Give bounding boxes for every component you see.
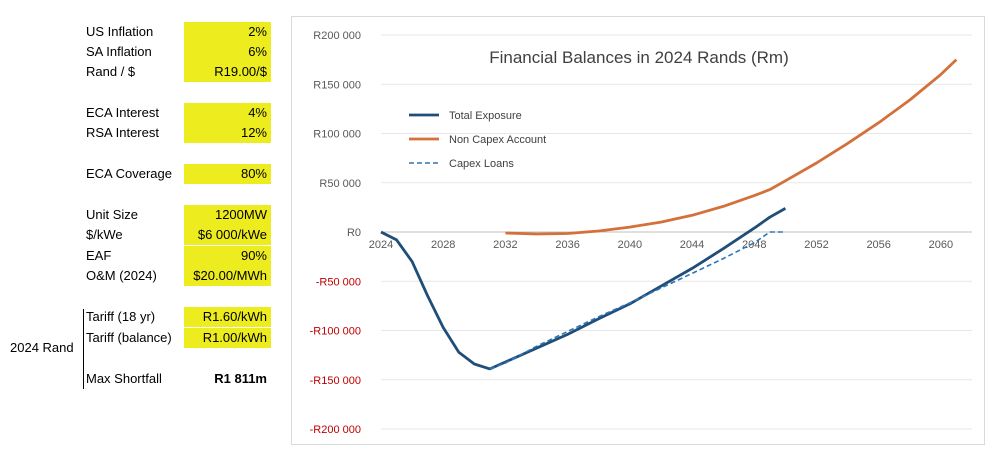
- param-label: SA Inflation: [86, 44, 152, 59]
- param-label: $/kWe: [86, 227, 123, 242]
- param-row-unit-size: Unit Size 1200MW: [86, 205, 276, 225]
- param-value[interactable]: R19.00/$: [184, 62, 271, 82]
- y-tick-label: R0: [347, 227, 361, 239]
- param-row-tariff-18yr: Tariff (18 yr) R1.60/kWh: [86, 307, 276, 327]
- y-axis-ticks: R200 000 R150 000 R100 000 R50 000 R0 -R50 00…: [310, 30, 361, 436]
- x-tick-label: 2028: [431, 239, 455, 251]
- param-row-eaf: EAF 90%: [86, 246, 276, 266]
- param-row-rand-dollar: Rand / $ R19.00/$: [86, 62, 276, 82]
- param-label: Tariff (18 yr): [86, 309, 156, 324]
- x-tick-label: 2040: [618, 239, 642, 251]
- param-label: ECA Coverage: [86, 166, 172, 181]
- param-value[interactable]: R1.00/kWh: [184, 328, 271, 348]
- y-tick-label: R200 000: [313, 30, 361, 42]
- param-value[interactable]: $20.00/MWh: [184, 266, 271, 286]
- x-axis-ticks: 2024 2028 2032 2036 2040 2044 2048 2052 2056 2060: [369, 239, 953, 251]
- group-label-2024-rand: 2024 Rand: [10, 340, 74, 355]
- max-shortfall-value: R1 811m: [214, 371, 267, 386]
- parameters-panel: US Inflation 2% SA Inflation 6% Rand / $…: [0, 0, 290, 471]
- group-bracket: [83, 309, 84, 389]
- param-row-om-2024: O&M (2024) $20.00/MWh: [86, 266, 276, 286]
- x-tick-label: 2024: [369, 239, 393, 251]
- param-label: Tariff (balance): [86, 330, 172, 345]
- x-tick-label: 2044: [680, 239, 704, 251]
- chart-frame: R200 000 R150 000 R100 000 R50 000 R0 -R50 00…: [291, 16, 985, 445]
- param-label: US Inflation: [86, 24, 154, 39]
- param-label: Rand / $: [86, 64, 136, 79]
- series-line-capex-loans: [489, 231, 786, 370]
- param-label: ECA Interest: [86, 105, 159, 120]
- param-value[interactable]: 12%: [184, 123, 271, 143]
- param-label: EAF: [86, 248, 112, 263]
- gridlines: [381, 34, 972, 430]
- legend: Total Exposure Non Capex Account Capex Loa…: [409, 110, 546, 170]
- x-tick-label: 2056: [866, 239, 890, 251]
- chart-title: Financial Balances in 2024 Rands (Rm): [489, 48, 789, 67]
- y-tick-label: R150 000: [313, 79, 361, 91]
- param-row-rsa-interest: RSA Interest 12%: [86, 123, 276, 143]
- param-row-eca-coverage: ECA Coverage 80%: [86, 164, 276, 184]
- param-row-sa-inflation: SA Inflation 6%: [86, 42, 276, 62]
- x-tick-label: 2032: [493, 239, 517, 251]
- series-lines: [380, 58, 958, 371]
- param-value[interactable]: $6 000/kWe: [184, 225, 271, 245]
- param-label: Unit Size: [86, 207, 139, 222]
- param-value[interactable]: R1.60/kWh: [184, 307, 271, 327]
- legend-label: Non Capex Account: [449, 134, 546, 146]
- param-value[interactable]: 2%: [184, 22, 271, 42]
- legend-label: Capex Loans: [449, 158, 514, 170]
- param-value[interactable]: 1200MW: [184, 205, 271, 225]
- y-tick-label: -R150 000: [310, 375, 361, 387]
- param-label: Max Shortfall: [86, 371, 162, 386]
- legend-label: Total Exposure: [449, 110, 522, 122]
- x-tick-label: 2052: [804, 239, 828, 251]
- param-row-tariff-balance: Tariff (balance) R1.00/kWh: [86, 328, 276, 348]
- series-line-total-exposure: [380, 207, 787, 371]
- param-value[interactable]: 80%: [184, 164, 271, 184]
- param-value[interactable]: 6%: [184, 42, 271, 62]
- y-tick-label: -R50 000: [316, 276, 361, 288]
- param-row-dollar-per-kwe: $/kWe $6 000/kWe: [86, 225, 276, 245]
- series-line-non-capex-account: [505, 58, 958, 236]
- y-tick-label: -R200 000: [310, 424, 361, 436]
- x-tick-label: 2048: [742, 239, 766, 251]
- param-value[interactable]: 4%: [184, 103, 271, 123]
- param-label: O&M (2024): [86, 268, 157, 283]
- param-label: RSA Interest: [86, 125, 159, 140]
- param-value[interactable]: 90%: [184, 246, 271, 266]
- chart-svg: R200 000 R150 000 R100 000 R50 000 R0 -R50 00…: [310, 30, 972, 436]
- y-tick-label: R100 000: [313, 129, 361, 141]
- x-tick-label: 2060: [929, 239, 953, 251]
- param-row-max-shortfall: Max Shortfall R1 811m: [86, 369, 276, 389]
- y-tick-label: R50 000: [319, 178, 361, 190]
- param-row-us-inflation: US Inflation 2%: [86, 22, 276, 42]
- y-tick-label: -R100 000: [310, 326, 361, 338]
- x-tick-label: 2036: [555, 239, 579, 251]
- param-row-eca-interest: ECA Interest 4%: [86, 103, 276, 123]
